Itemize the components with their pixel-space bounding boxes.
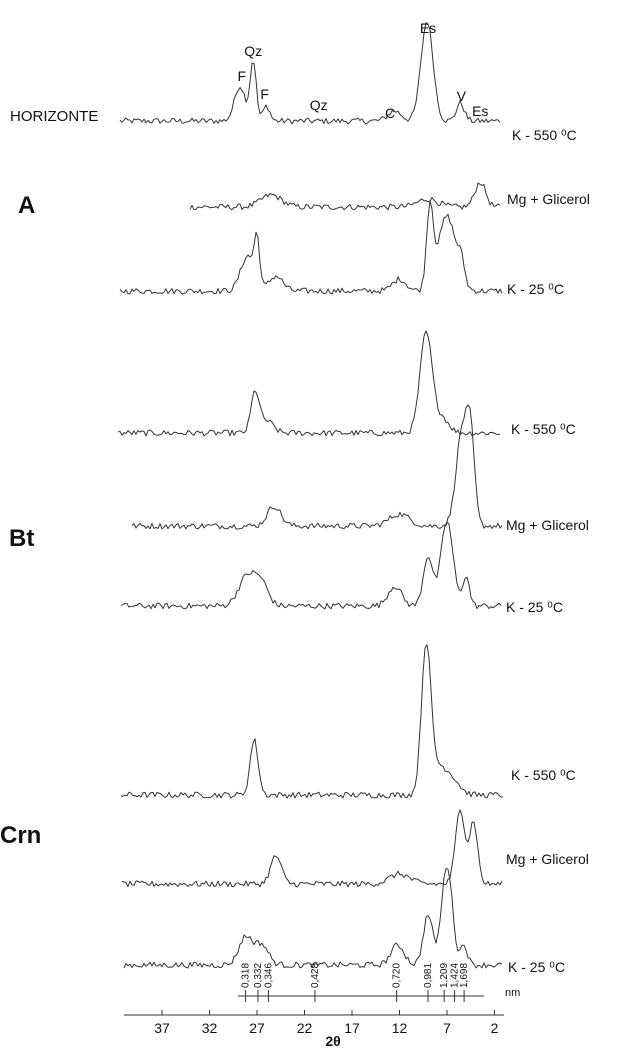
horizon-group-label: Bt	[9, 525, 34, 552]
x-tick-label: 37	[154, 1020, 170, 1036]
d-spacing-label: 1,698	[459, 963, 470, 988]
x-tick-label: 7	[443, 1020, 451, 1036]
x-axis-label: 2θ	[325, 1033, 340, 1048]
x-tick-label: 32	[202, 1020, 218, 1036]
series-line	[121, 809, 503, 888]
peak-label: Qz	[310, 97, 328, 113]
series-label: K - 550 ⁰C	[511, 421, 576, 437]
d-spacing-label: 1,209	[439, 963, 450, 988]
series-line	[189, 182, 501, 211]
series-line	[117, 330, 501, 437]
peak-label: F	[260, 86, 269, 102]
d-spacing-markers: 0,318 0,332 0,346 0,428 0,720 0,981 1,209 1,424…	[238, 963, 520, 1002]
series-label: Mg + Glicerol	[506, 851, 589, 867]
series-line	[120, 644, 504, 799]
d-spacing-label: 0,720	[392, 963, 403, 988]
peak-label: F	[238, 68, 247, 84]
diffractogram-traces	[117, 22, 504, 969]
series-label: K - 25 ⁰C	[506, 599, 563, 615]
x-tick-label: 2	[491, 1020, 499, 1036]
peak-labels: F Qz F Qz C Es V Es	[238, 20, 489, 121]
series-line	[123, 868, 503, 969]
series-line	[119, 22, 501, 125]
x-tick-label: 22	[297, 1020, 313, 1036]
d-spacing-label: 0,318	[241, 963, 252, 988]
x-tick-label: 27	[249, 1020, 265, 1036]
series-label: K - 550 ⁰C	[511, 767, 576, 783]
d-spacing-label: 0,332	[253, 963, 264, 988]
peak-label: Es	[472, 103, 488, 119]
series-line	[119, 200, 503, 295]
peak-label: C	[385, 105, 395, 121]
horizon-group-labels: A Bt Crn	[0, 192, 41, 849]
series-label: K - 25 ⁰C	[507, 281, 564, 297]
d-spacing-label: 0,428	[310, 963, 321, 988]
horizon-label: HORIZONTE	[10, 108, 98, 125]
series-label: K - 25 ⁰C	[508, 959, 565, 975]
series-line	[131, 404, 503, 530]
d-spacing-label: 0,981	[423, 963, 434, 988]
series-label: Mg + Glicerol	[506, 517, 589, 533]
d-spacing-unit: nm	[505, 987, 520, 999]
series-labels: K - 550 ⁰C Mg + Glicerol K - 25 ⁰C K - 550 …	[506, 127, 590, 975]
x-axis: 37 32 27 22 17 12 7 2 2θ	[124, 1010, 504, 1048]
peak-label: Es	[420, 20, 436, 36]
series-label: K - 550 ⁰C	[512, 127, 577, 143]
d-spacing-label: 0,346	[263, 963, 274, 988]
x-tick-label: 12	[392, 1020, 408, 1036]
horizon-group-label: A	[18, 192, 35, 219]
series-line	[120, 521, 502, 610]
peak-label: V	[457, 88, 467, 104]
peak-label: Qz	[244, 43, 262, 59]
x-tick-label: 17	[344, 1020, 360, 1036]
d-spacing-label: 1,424	[450, 963, 461, 988]
series-label: Mg + Glicerol	[507, 191, 590, 207]
horizon-group-label: Crn	[0, 822, 41, 849]
